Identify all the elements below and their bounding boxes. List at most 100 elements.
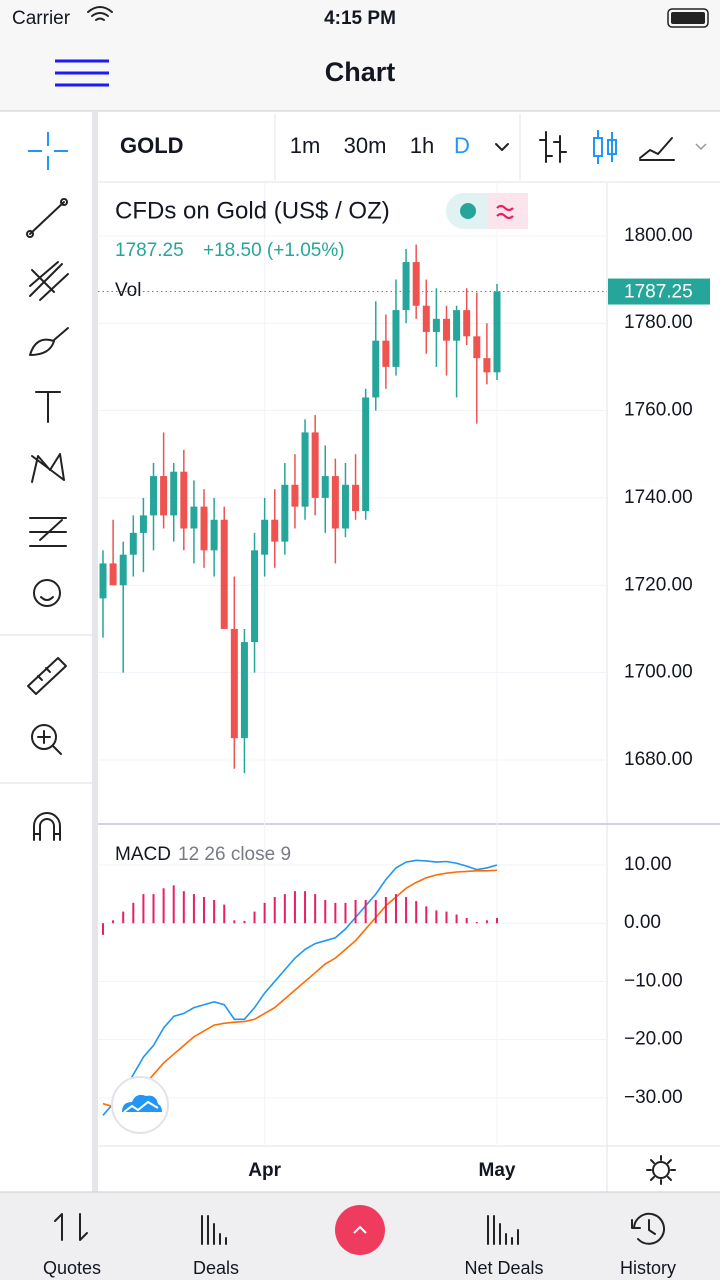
candle-body bbox=[170, 471, 178, 516]
price-tick-label: 1780.00 bbox=[624, 312, 693, 333]
candle-body bbox=[150, 476, 158, 516]
candle-body bbox=[412, 262, 420, 306]
candle-body bbox=[251, 550, 259, 643]
macd-histogram-bar bbox=[344, 902, 347, 924]
zoom-plus bbox=[37, 730, 62, 755]
zoom-icon bbox=[31, 724, 57, 750]
tool-pitchfork[interactable] bbox=[29, 261, 69, 301]
interval[interactable]: 30m bbox=[344, 133, 387, 158]
candle-body bbox=[190, 506, 198, 529]
text-icon bbox=[35, 391, 61, 423]
menu-button[interactable] bbox=[55, 59, 109, 87]
macd-histogram-bar bbox=[415, 901, 418, 924]
tool-magnet[interactable] bbox=[33, 812, 61, 841]
macd-histogram-bar bbox=[455, 914, 458, 924]
candle-body bbox=[311, 432, 319, 498]
time-tick-label: Apr bbox=[248, 1160, 281, 1181]
net-deals-icon bbox=[487, 1215, 519, 1245]
candle-body bbox=[261, 519, 269, 555]
magnet-icon bbox=[33, 812, 61, 841]
symbol[interactable]: GOLD bbox=[120, 133, 184, 158]
price-tick-label: 1760.00 bbox=[624, 400, 693, 421]
candle-body bbox=[200, 506, 208, 551]
candle-icon-wick bbox=[597, 130, 613, 164]
candle-body bbox=[352, 484, 360, 512]
macd-histogram-bar bbox=[394, 894, 397, 924]
interval-chevron[interactable] bbox=[495, 143, 509, 151]
tool-emoji[interactable] bbox=[33, 579, 61, 607]
nav-label[interactable]: Net Deals bbox=[464, 1258, 543, 1278]
candle-body bbox=[160, 476, 168, 516]
candles-icon[interactable] bbox=[593, 130, 617, 164]
macd-histogram-bar bbox=[142, 894, 145, 924]
macd-tick-label: −10.00 bbox=[624, 970, 683, 991]
macd-histogram-bar bbox=[475, 922, 478, 924]
trade-circle bbox=[335, 1205, 385, 1255]
macd-histogram-bar bbox=[132, 902, 135, 924]
tool-text[interactable] bbox=[35, 391, 61, 423]
tool-fib[interactable] bbox=[29, 517, 67, 547]
macd-histogram-bar bbox=[364, 899, 367, 924]
macd-histogram-bar bbox=[384, 897, 387, 924]
macd-histogram-bar bbox=[152, 894, 155, 924]
macd-histogram-bar bbox=[263, 902, 266, 924]
area-icon[interactable] bbox=[639, 137, 675, 161]
tool-trendline[interactable] bbox=[26, 198, 68, 238]
interval[interactable]: 1m bbox=[290, 133, 321, 158]
candle-body bbox=[139, 515, 147, 533]
candle-body bbox=[392, 310, 400, 367]
tool-crosshair[interactable] bbox=[28, 132, 68, 170]
trade-button[interactable] bbox=[335, 1205, 385, 1255]
candle-body bbox=[453, 310, 461, 341]
tool-pattern[interactable] bbox=[31, 453, 65, 483]
battery-level bbox=[671, 12, 705, 24]
logo-button[interactable] bbox=[111, 1076, 169, 1134]
toggle-pill-right bbox=[487, 193, 528, 229]
price-tick-label: 1700.00 bbox=[624, 662, 693, 683]
macd-histogram-bar bbox=[192, 894, 195, 924]
macd-line bbox=[102, 869, 498, 1108]
candle-body bbox=[473, 336, 481, 359]
indicator-icon bbox=[496, 204, 514, 220]
candle-body bbox=[109, 563, 117, 586]
last-price-badge bbox=[608, 278, 710, 305]
ruler-icon bbox=[27, 657, 67, 695]
macd-tick-label: −30.00 bbox=[624, 1087, 683, 1108]
candle-body bbox=[220, 519, 228, 629]
macd-histogram-bar bbox=[112, 920, 115, 924]
bars-icon[interactable] bbox=[539, 131, 567, 163]
chart-title: CFDs on Gold (US$ / OZ) bbox=[115, 197, 390, 224]
tool-zoom[interactable] bbox=[31, 724, 62, 755]
macd-histogram-bar bbox=[293, 891, 296, 924]
interval[interactable]: 1h bbox=[410, 133, 434, 158]
quotes-icon bbox=[54, 1213, 88, 1241]
nav-items: Quotes Deals Net Deals History bbox=[43, 1258, 676, 1278]
candle-body bbox=[382, 340, 390, 367]
nav-label[interactable]: History bbox=[620, 1258, 676, 1278]
interval[interactable]: D bbox=[454, 133, 470, 158]
settings-button[interactable] bbox=[646, 1155, 676, 1185]
candle-body bbox=[493, 291, 501, 373]
candle-body bbox=[281, 484, 289, 542]
macd-histogram-bar bbox=[273, 897, 276, 924]
macd-histogram-bar bbox=[405, 897, 408, 924]
macd-histogram-bar bbox=[243, 920, 246, 924]
tool-ruler[interactable] bbox=[27, 657, 67, 695]
chart-type-chevron[interactable] bbox=[695, 143, 707, 151]
macd-histogram-bar bbox=[435, 910, 438, 924]
macd-histogram-bar bbox=[374, 899, 377, 924]
macd-histogram-bar bbox=[354, 899, 357, 924]
tool-brush[interactable] bbox=[29, 327, 69, 356]
nav-label[interactable]: Deals bbox=[193, 1258, 239, 1278]
candle-body bbox=[341, 484, 349, 529]
candle-body bbox=[321, 476, 329, 498]
nav-label[interactable]: Quotes bbox=[43, 1258, 101, 1278]
top-bar bbox=[0, 0, 720, 111]
macd-histogram-bar bbox=[304, 891, 307, 924]
clock: 4:15 PM bbox=[324, 8, 396, 29]
candle-body bbox=[99, 563, 107, 599]
candle-body bbox=[372, 340, 380, 398]
candle-body bbox=[402, 262, 410, 311]
logo-cloud bbox=[122, 1094, 162, 1112]
time-tick-label: May bbox=[479, 1160, 516, 1181]
